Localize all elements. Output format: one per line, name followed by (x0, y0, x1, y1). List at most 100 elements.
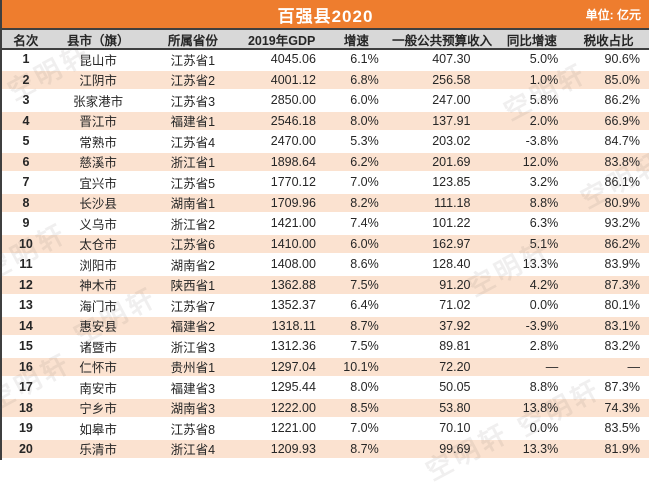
gdp-cell: 2850.00 (270, 93, 316, 108)
table-row: 17 南安市 福建省3 1295.44 8.0% 50.05 8.8% 87.3… (2, 378, 649, 399)
growth-cell: 8.2% (350, 195, 379, 210)
col-header-taxratio: 税收占比 (583, 33, 634, 48)
taxratio-cell: 83.9% (604, 257, 640, 272)
city-cell: 惠安县 (79, 320, 117, 335)
growth-cell: 10.1% (343, 359, 379, 374)
rank-cell: 18 (18, 400, 33, 415)
col-header-province: 所属省份 (167, 33, 218, 48)
yoy-cell: 3.2% (529, 175, 559, 190)
city-cell: 神木市 (79, 279, 117, 294)
rank-cell: 10 (18, 236, 33, 251)
rank-cell: 9 (22, 216, 30, 231)
city-cell: 宁乡市 (79, 402, 117, 417)
gdp-cell: 1352.37 (270, 298, 316, 313)
gdp-cell: 2470.00 (270, 134, 316, 149)
revenue-cell: 137.91 (432, 113, 471, 128)
province-cell: 浙江省2 (170, 217, 216, 232)
revenue-cell: 111.18 (434, 195, 471, 210)
revenue-cell: 53.80 (439, 400, 471, 415)
taxratio-cell: 83.5% (604, 421, 640, 436)
gdp-cell: 4001.12 (270, 72, 316, 87)
table-body: 1 昆山市 江苏省1 4045.06 6.1% 407.30 5.0% 90.6… (2, 50, 649, 460)
rank-cell: 4 (22, 113, 30, 128)
province-cell: 湖南省1 (170, 197, 216, 212)
province-cell: 江苏省7 (170, 299, 216, 314)
table-row: 14 惠安县 福建省2 1318.11 8.7% 37.92 -3.9% 83.… (2, 316, 649, 337)
revenue-cell: 203.02 (432, 134, 471, 149)
city-cell: 太仓市 (79, 238, 117, 253)
province-cell: 福建省3 (170, 381, 216, 396)
table-row: 15 诸暨市 浙江省3 1312.36 7.5% 89.81 2.8% 83.2… (2, 337, 649, 358)
taxratio-cell: 80.1% (604, 298, 640, 313)
gdp-cell: 1421.00 (270, 216, 316, 231)
table-row: 5 常熟市 江苏省4 2470.00 5.3% 203.02 -3.8% 84.… (2, 132, 649, 153)
taxratio-cell: 84.7% (604, 134, 640, 149)
revenue-cell: 91.20 (439, 277, 471, 292)
province-cell: 浙江省1 (170, 156, 216, 171)
revenue-cell: 37.92 (439, 318, 471, 333)
taxratio-cell: 85.0% (604, 72, 640, 87)
title-bar: 百强县2020 单位: 亿元 (2, 0, 649, 28)
gdp-cell: 1709.96 (270, 195, 316, 210)
province-cell: 江苏省5 (170, 176, 216, 191)
city-cell: 昆山市 (79, 53, 117, 68)
revenue-cell: 70.10 (439, 421, 471, 436)
col-header-yoy: 同比增速 (506, 33, 557, 48)
growth-cell: 6.1% (350, 52, 379, 67)
rank-cell: 6 (22, 154, 30, 169)
table-row: 4 晋江市 福建省1 2546.18 8.0% 137.91 2.0% 66.9… (2, 111, 649, 132)
revenue-cell: 50.05 (439, 380, 471, 395)
province-cell: 陕西省1 (170, 279, 216, 294)
city-cell: 仁怀市 (79, 361, 117, 376)
province-cell: 江苏省6 (170, 238, 216, 253)
province-cell: 江苏省8 (170, 422, 216, 437)
revenue-cell: 89.81 (439, 339, 471, 354)
gdp-cell: 1221.00 (270, 421, 316, 436)
yoy-cell: 13.3% (522, 257, 559, 272)
province-cell: 湖南省2 (170, 258, 216, 273)
page-title: 百强县2020 (277, 6, 374, 26)
rank-cell: 12 (18, 277, 33, 292)
revenue-cell: 247.00 (432, 93, 471, 108)
city-cell: 江阴市 (79, 74, 117, 89)
rank-cell: 13 (18, 298, 33, 313)
yoy-cell: 2.8% (529, 339, 559, 354)
yoy-cell: 8.8% (529, 380, 559, 395)
revenue-cell: 407.30 (432, 52, 471, 67)
province-cell: 福建省1 (170, 115, 216, 130)
growth-cell: 7.0% (350, 421, 379, 436)
col-header-growth: 增速 (343, 33, 369, 48)
city-cell: 慈溪市 (79, 156, 117, 171)
rank-cell: 2 (22, 72, 30, 87)
province-cell: 江苏省2 (170, 74, 216, 89)
col-header-rank: 名次 (13, 33, 39, 48)
gdp-cell: 1362.88 (270, 277, 316, 292)
col-header-city: 县市（旗） (66, 33, 130, 48)
taxratio-cell: 86.2% (604, 93, 640, 108)
growth-cell: 8.0% (350, 113, 379, 128)
city-cell: 乐清市 (79, 443, 117, 458)
city-cell: 浏阳市 (79, 258, 117, 273)
gdp-cell: 4045.06 (270, 52, 316, 67)
revenue-cell: 128.40 (432, 257, 471, 272)
rank-cell: 8 (22, 195, 30, 210)
rank-cell: 1 (22, 52, 30, 67)
growth-cell: 7.5% (350, 339, 379, 354)
city-cell: 常熟市 (79, 135, 117, 150)
table-row: 7 宜兴市 江苏省5 1770.12 7.0% 123.85 3.2% 86.1… (2, 173, 649, 194)
yoy-cell: 5.8% (529, 93, 559, 108)
growth-cell: 6.0% (350, 236, 379, 251)
growth-cell: 8.6% (350, 257, 379, 272)
rank-cell: 15 (18, 339, 33, 354)
gdp-cell: 1410.00 (270, 236, 316, 251)
gdp-cell: 1209.93 (270, 441, 316, 456)
gdp-cell: 1770.12 (270, 175, 316, 190)
revenue-cell: 72.20 (439, 359, 471, 374)
yoy-cell: 12.0% (522, 154, 559, 169)
growth-cell: 6.8% (350, 72, 379, 87)
table-header-row: 名次 县市（旗） 所属省份 2019年GDP 增速 一般公共预算收入 同比增速 … (2, 28, 649, 50)
revenue-cell: 71.02 (439, 298, 471, 313)
table-row: 8 长沙县 湖南省1 1709.96 8.2% 111.18 8.8% 80.9… (2, 193, 649, 214)
yoy-cell: -3.9% (525, 318, 559, 333)
